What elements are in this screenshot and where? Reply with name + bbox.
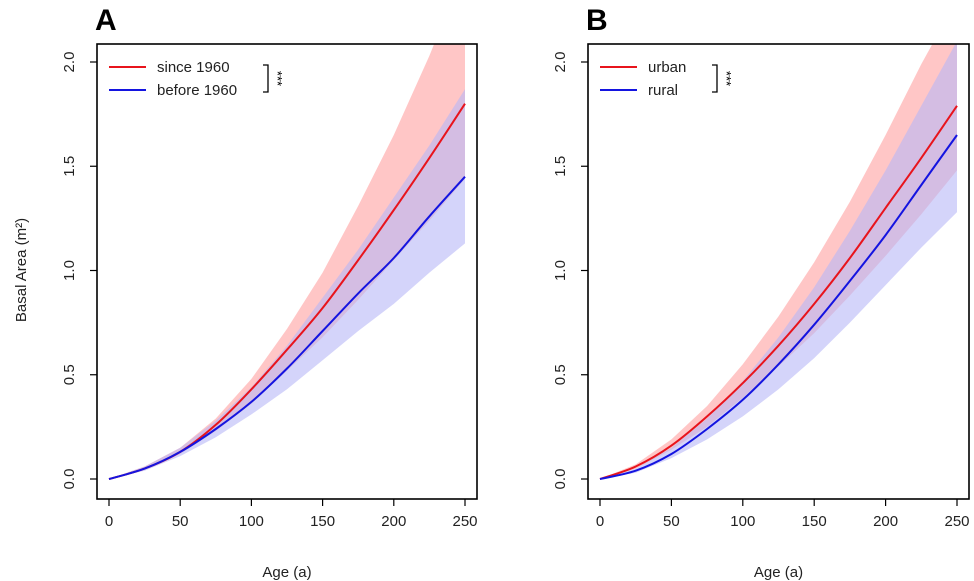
significance-label: ***	[719, 71, 734, 86]
confidence-band-urban	[600, 44, 957, 479]
y-tick-label: 1.0	[61, 260, 78, 281]
legend-label: urban	[648, 59, 686, 76]
panel-letter: B	[586, 4, 608, 37]
panel-letter: A	[95, 4, 117, 37]
legend-label: before 1960	[157, 82, 237, 99]
y-tick-label: 2.0	[61, 52, 78, 73]
series-line-rural	[599, 134, 958, 480]
x-tick-label: 100	[730, 513, 755, 530]
x-tick-label: 150	[310, 513, 335, 530]
legend-label: rural	[648, 82, 678, 99]
y-tick-label: 0.0	[61, 469, 78, 490]
plot-area	[108, 44, 466, 480]
confidence-band-rural	[600, 44, 957, 479]
y-tick-label: 2.0	[552, 52, 569, 73]
x-tick-label: 250	[944, 513, 969, 530]
x-tick-label: 150	[802, 513, 827, 530]
y-tick-label: 1.5	[61, 156, 78, 177]
plot-frame	[96, 43, 478, 500]
series-line-before-1960	[108, 176, 466, 480]
x-tick-label: 200	[873, 513, 898, 530]
x-tick-label: 0	[105, 513, 113, 530]
confidence-band-before-1960	[109, 89, 465, 479]
x-axis-title: Age (a)	[262, 564, 311, 581]
legend-label: since 1960	[157, 59, 230, 76]
plot-area	[599, 44, 958, 480]
chart-panel-a: 0 50 100 150 200 250 0.0 0.5 1.0 1.5 2.0 Age (a) Asi…	[61, 4, 478, 581]
y-tick-label: 1.0	[552, 260, 569, 281]
significance-label: ***	[270, 71, 285, 86]
significance-bracket	[263, 64, 269, 93]
x-tick-label: 100	[239, 513, 264, 530]
x-tick-label: 200	[381, 513, 406, 530]
significance-bracket	[712, 64, 718, 93]
y-tick-label: 0.5	[61, 364, 78, 385]
x-tick-label: 50	[663, 513, 680, 530]
x-tick-label: 0	[596, 513, 604, 530]
y-tick-label: 1.5	[552, 156, 569, 177]
plot-frame	[587, 43, 970, 500]
chart-panel-b: 0 50 100 150 200 250 0.0 0.5 1.0 1.5 2.0 Age (a) Bur…	[552, 4, 970, 581]
confidence-band-since-1960	[109, 44, 465, 479]
x-tick-label: 50	[172, 513, 189, 530]
series-line-urban	[599, 105, 958, 480]
y-axis-title: Basal Area (m²)	[13, 218, 30, 322]
x-tick-label: 250	[452, 513, 477, 530]
x-axis-title: Age (a)	[754, 564, 803, 581]
y-tick-label: 0.0	[552, 469, 569, 490]
y-tick-label: 0.5	[552, 364, 569, 385]
